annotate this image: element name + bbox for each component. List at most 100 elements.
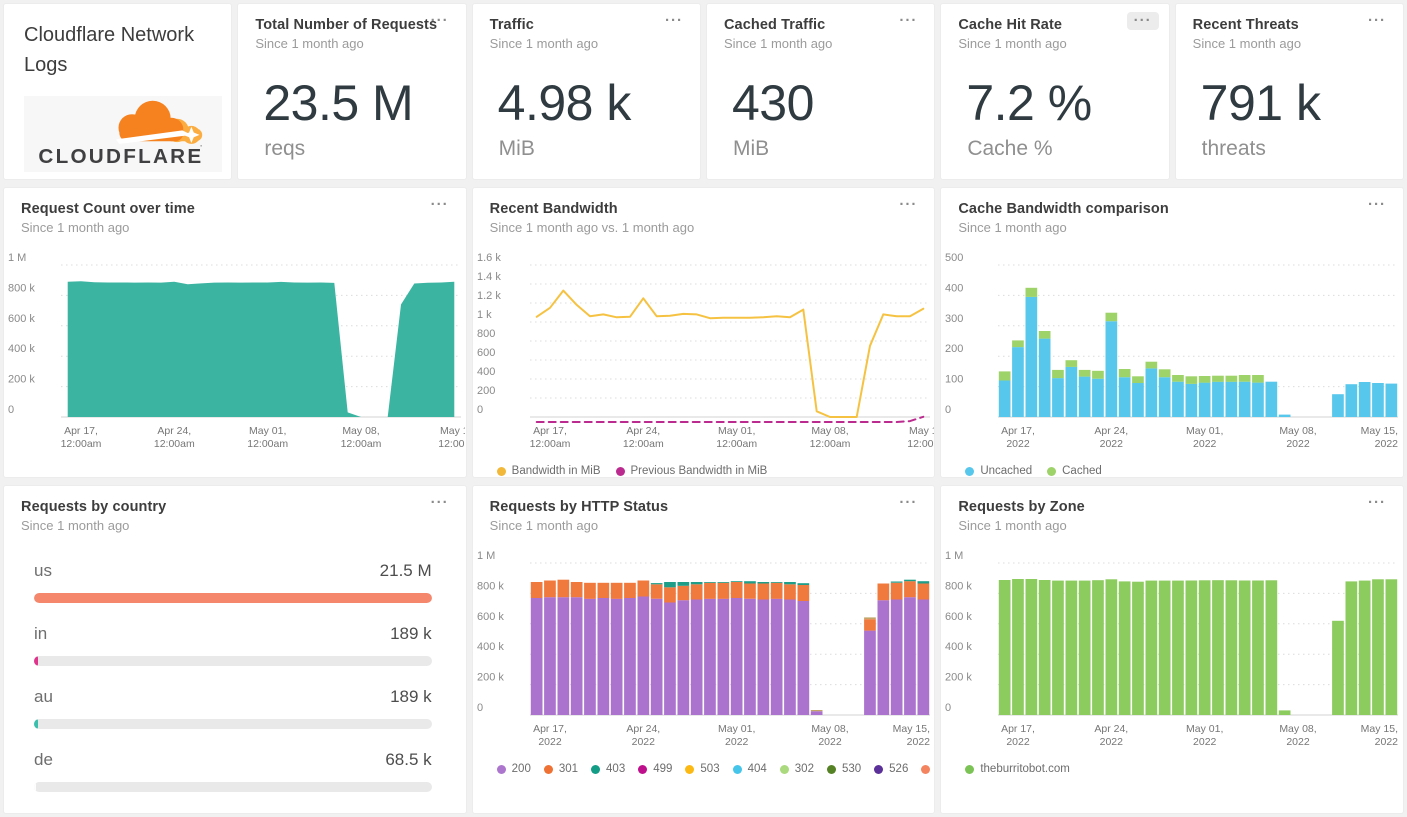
svg-text:May 15,: May 15, xyxy=(1361,723,1398,735)
svg-text:400 k: 400 k xyxy=(8,343,35,355)
country-list: us 21.5 M in 189 k au 189 k xyxy=(4,533,466,792)
legend-dot-icon xyxy=(496,466,506,476)
country-value: 21.5 M xyxy=(379,561,432,580)
svg-text:1.6 k: 1.6 k xyxy=(477,252,501,264)
legend-item[interactable]: 301 xyxy=(543,763,578,775)
svg-text:1.4 k: 1.4 k xyxy=(477,271,501,283)
legend-item[interactable]: 302 xyxy=(779,763,814,775)
svg-text:1.2 k: 1.2 k xyxy=(477,290,501,302)
panel-subtitle: Since 1 month ago xyxy=(723,36,833,51)
svg-text:May 08,: May 08, xyxy=(1280,723,1317,735)
svg-text:2022: 2022 xyxy=(1287,438,1311,450)
legend-dot-icon xyxy=(732,764,742,774)
panel-title: Cached Traffic xyxy=(723,17,826,33)
legend-item[interactable]: Uncached xyxy=(965,465,1032,477)
country-label: au xyxy=(34,687,53,706)
stat-value: 791 k xyxy=(1200,75,1321,131)
stat-value: 4.98 k xyxy=(497,75,632,131)
panel-menu-button[interactable]: ··· xyxy=(430,494,449,511)
legend-item[interactable]: 403 xyxy=(591,763,625,775)
svg-text:1 k: 1 k xyxy=(477,309,492,321)
panel-menu-button[interactable]: ··· xyxy=(1126,12,1159,30)
panel-menu-button[interactable]: ··· xyxy=(899,196,918,213)
svg-text:Apr 17,: Apr 17, xyxy=(533,425,567,437)
svg-text:12:00a: 12:00a xyxy=(907,438,934,450)
panel-requests-by-country: Requests by country Since 1 month ago ··… xyxy=(3,485,467,814)
panel-subtitle: Since 1 month ago xyxy=(21,220,130,235)
country-bar xyxy=(34,656,39,666)
panel-menu-button[interactable]: ··· xyxy=(1367,196,1386,213)
panel-title: Request Count over time xyxy=(21,201,195,217)
svg-text:2022: 2022 xyxy=(1287,736,1311,748)
panel-menu-button[interactable]: ··· xyxy=(430,12,449,29)
legend-item[interactable]: theburritobot.com xyxy=(965,763,1070,775)
svg-text:2022: 2022 xyxy=(1193,438,1217,450)
panel-menu-button[interactable]: ··· xyxy=(664,12,683,29)
panel-title: Cache Bandwidth comparison xyxy=(958,201,1169,217)
legend-item[interactable]: 524 xyxy=(921,763,934,775)
panel-menu-button[interactable]: ··· xyxy=(899,494,918,511)
svg-text:400 k: 400 k xyxy=(477,641,504,653)
panel-traffic: Traffic Since 1 month ago ··· 4.98 k MiB xyxy=(471,3,701,180)
stat-unit: MiB xyxy=(498,136,535,160)
legend-item[interactable]: Previous Bandwidth in MiB xyxy=(615,465,767,477)
svg-text:12:00am: 12:00am xyxy=(623,438,664,450)
cloudflare-logo-icon: CLOUDFLARE ' xyxy=(38,100,202,168)
svg-text:200: 200 xyxy=(945,343,963,355)
panel-title: Requests by country xyxy=(21,499,167,515)
svg-text:600 k: 600 k xyxy=(8,313,35,325)
legend-item[interactable]: 530 xyxy=(826,763,861,775)
country-row-au: au 189 k xyxy=(34,687,432,729)
svg-text:Apr 17,: Apr 17, xyxy=(1001,425,1035,437)
svg-text:2022: 2022 xyxy=(1375,736,1399,748)
legend-item[interactable]: 526 xyxy=(874,763,908,775)
panel-requests-by-http-status: Requests by HTTP Status Since 1 month ag… xyxy=(471,485,936,814)
svg-text:600 k: 600 k xyxy=(945,611,972,623)
cloudflare-logo: CLOUDFLARE ' xyxy=(24,96,222,172)
svg-text:12:00am: 12:00am xyxy=(61,438,102,450)
legend-dot-icon xyxy=(965,466,975,476)
legend-item[interactable]: 404 xyxy=(732,763,767,775)
panel-subtitle: Since 1 month ago xyxy=(489,518,599,533)
registered-mark: ' xyxy=(200,143,202,152)
country-bar-track xyxy=(34,719,432,729)
svg-text:800 k: 800 k xyxy=(477,580,504,592)
svg-text:300: 300 xyxy=(945,313,963,325)
svg-text:2022: 2022 xyxy=(725,736,749,748)
legend-item[interactable]: Bandwidth in MiB xyxy=(496,465,601,477)
country-value: 68.5 k xyxy=(385,750,432,769)
legend-item[interactable]: 503 xyxy=(685,763,720,775)
panel-title: Total Number of Requests xyxy=(255,17,438,33)
svg-text:May 1: May 1 xyxy=(440,425,465,437)
legend-item[interactable]: 499 xyxy=(638,763,672,775)
panel-subtitle: Since 1 month ago xyxy=(1192,36,1302,51)
bandwidth-legend: Bandwidth in MiB Previous Bandwidth in Mi… xyxy=(496,465,935,477)
panel-requests-by-zone: Requests by Zone Since 1 month ago ··· 1… xyxy=(940,485,1404,814)
svg-text:May 01,: May 01, xyxy=(249,425,286,437)
svg-text:Apr 24,: Apr 24, xyxy=(626,723,660,735)
svg-text:1 M: 1 M xyxy=(8,252,26,264)
svg-text:May 15,: May 15, xyxy=(1361,425,1398,437)
svg-text:600 k: 600 k xyxy=(477,611,504,623)
svg-text:2022: 2022 xyxy=(1100,736,1124,748)
svg-text:May 08,: May 08, xyxy=(811,723,848,735)
panel-menu-button[interactable]: ··· xyxy=(430,196,449,213)
country-bar-track xyxy=(34,593,432,603)
svg-text:2022: 2022 xyxy=(631,736,655,748)
legend-item[interactable]: 200 xyxy=(496,763,531,775)
panel-menu-button[interactable]: ··· xyxy=(1367,12,1386,29)
svg-text:May 08,: May 08, xyxy=(811,425,848,437)
panel-cache-hit-rate: Cache Hit Rate Since 1 month ago ··· 7.2… xyxy=(940,3,1170,180)
svg-text:May 08,: May 08, xyxy=(1280,425,1317,437)
svg-text:May 01,: May 01, xyxy=(1186,723,1223,735)
svg-text:12:00am: 12:00am xyxy=(154,438,195,450)
panel-menu-button[interactable]: ··· xyxy=(899,12,918,29)
panel-menu-button[interactable]: ··· xyxy=(1367,494,1386,511)
legend-item[interactable]: Cached xyxy=(1047,465,1102,477)
